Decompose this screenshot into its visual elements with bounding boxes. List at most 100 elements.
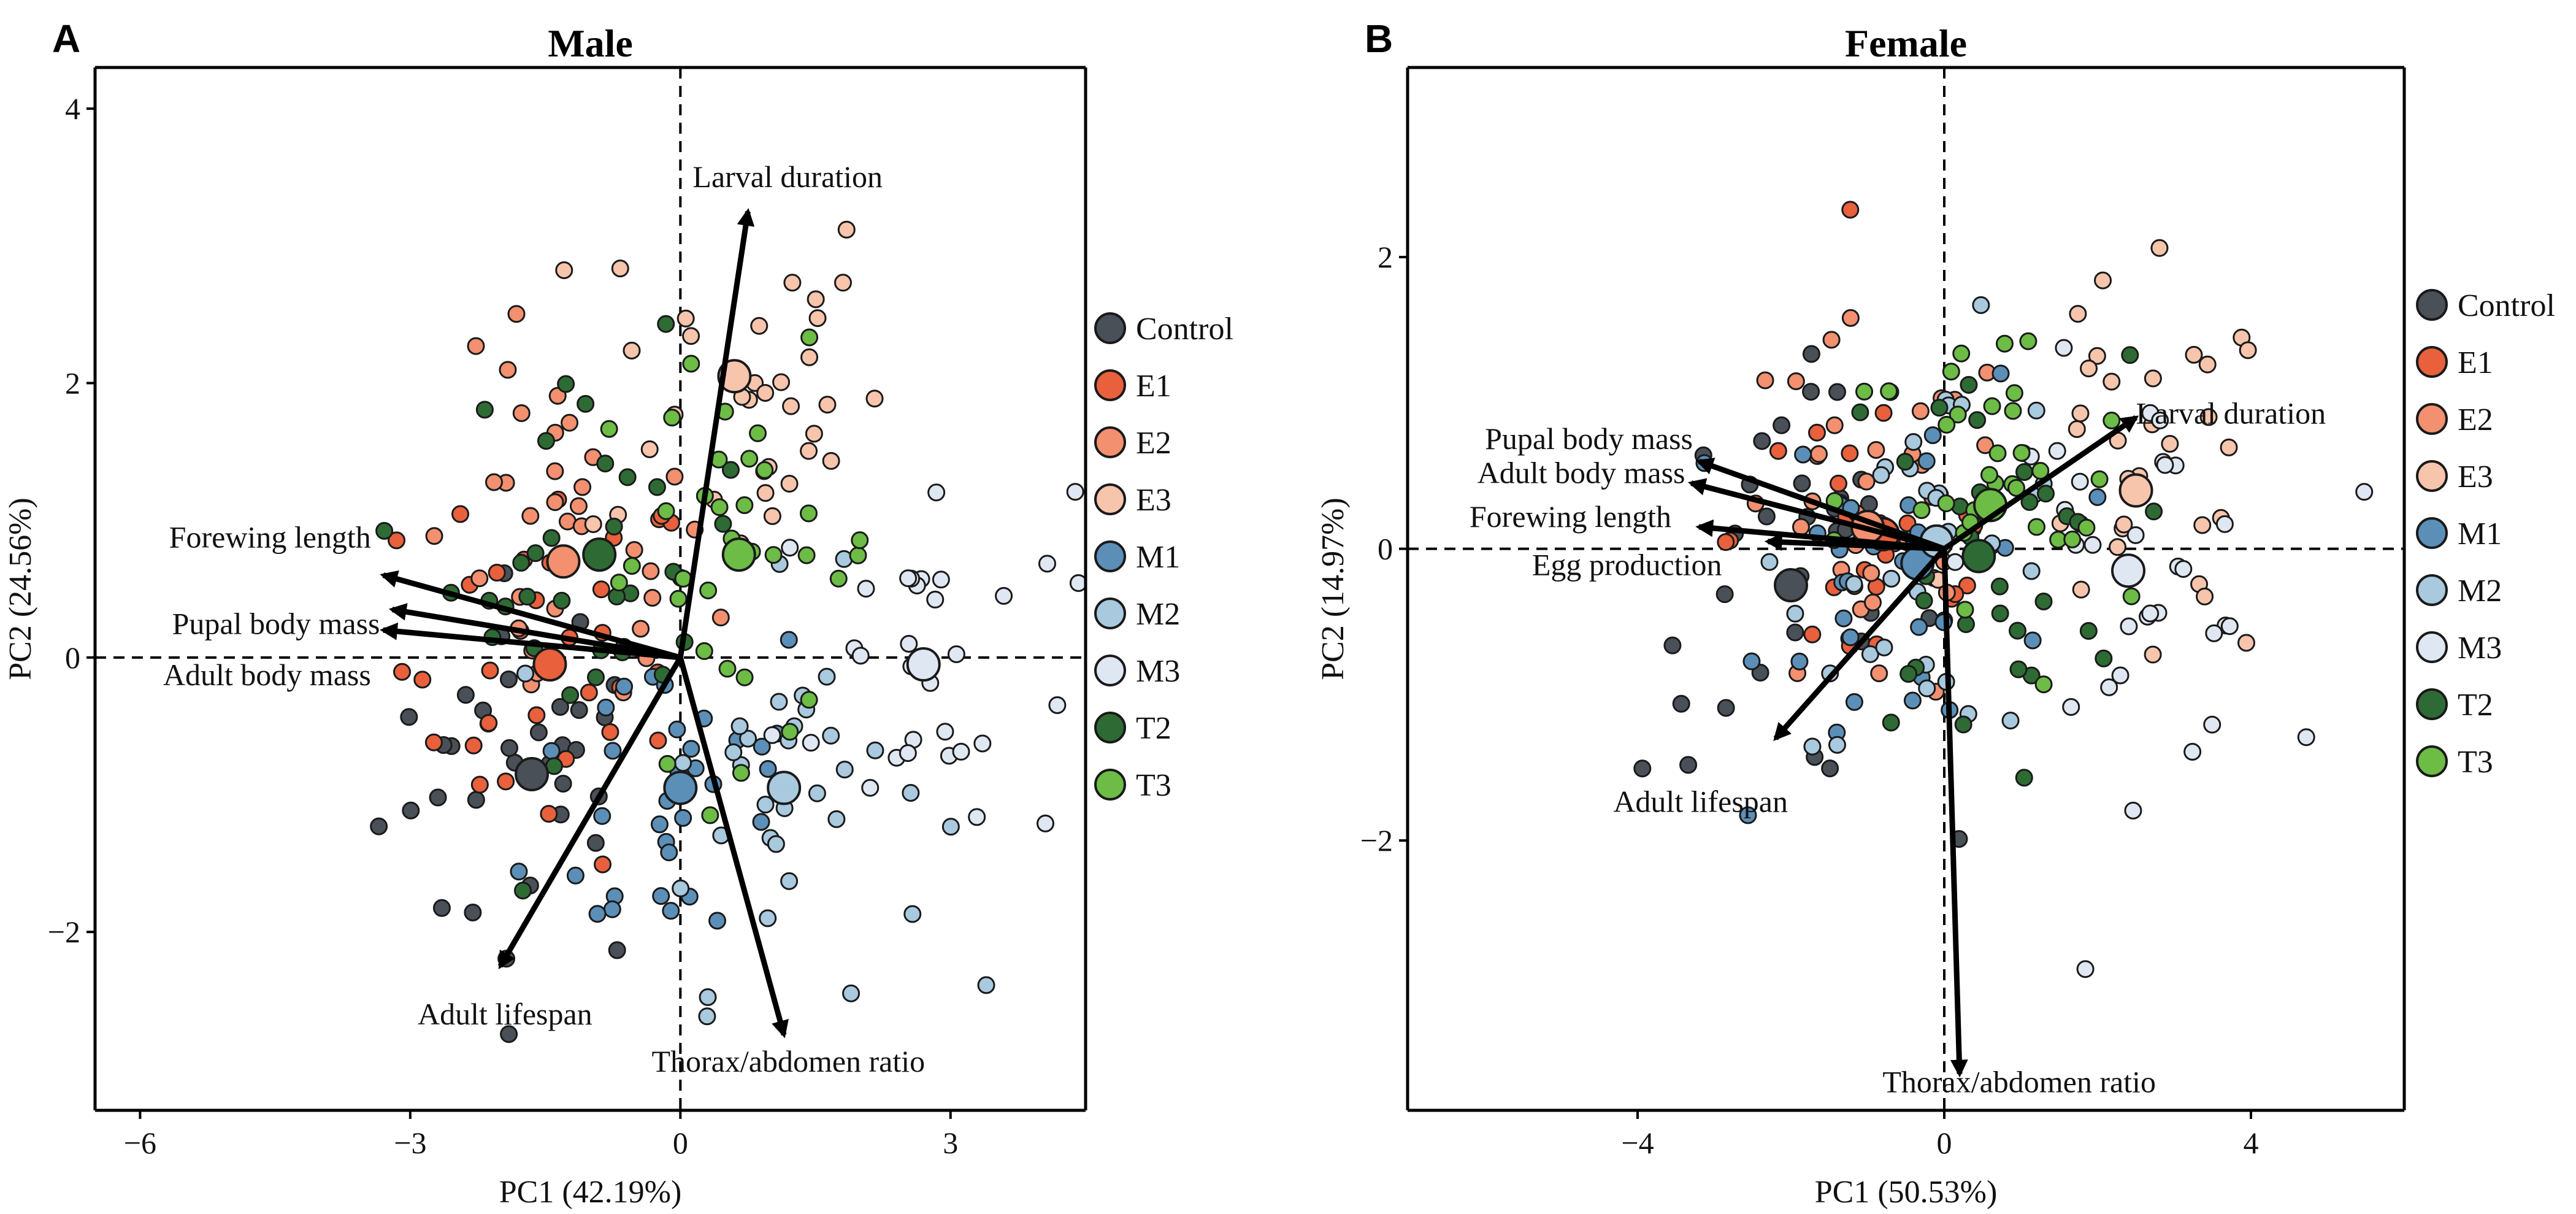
legend-label-e1: E1 bbox=[2458, 345, 2493, 380]
scatter-point-control bbox=[570, 701, 588, 720]
scatter-point-e3 bbox=[2072, 580, 2090, 599]
scatter-point-m3 bbox=[781, 539, 799, 557]
loading-label: Adult body mass bbox=[163, 658, 371, 692]
scatter-point-t3 bbox=[623, 556, 641, 575]
scatter-point-t2 bbox=[657, 315, 675, 333]
scatter-point-t3 bbox=[695, 642, 713, 660]
scatter-point-control bbox=[1715, 585, 1734, 604]
scatter-point-t2 bbox=[596, 455, 615, 473]
scatter-point-m3 bbox=[1066, 483, 1084, 501]
scatter-point-e1 bbox=[594, 855, 612, 874]
legend-label-t3: T3 bbox=[2458, 745, 2493, 780]
scatter-point-m2 bbox=[1904, 433, 1923, 451]
legend-swatch-e3 bbox=[2416, 460, 2448, 492]
legend-label-t2: T2 bbox=[2458, 688, 2493, 723]
scatter-point-e3 bbox=[623, 341, 641, 359]
scatter-point-t3 bbox=[2027, 518, 2045, 536]
scatter-point-m2 bbox=[842, 984, 861, 1002]
scatter-point-e1 bbox=[649, 731, 667, 750]
scatter-point-e2 bbox=[425, 527, 443, 545]
scatter-point-t3 bbox=[799, 504, 818, 523]
scatter-point-e3 bbox=[611, 259, 629, 278]
scatter-point-e2 bbox=[1822, 331, 1841, 349]
scatter-point-t3 bbox=[682, 355, 700, 373]
scatter-point-e3 bbox=[2144, 645, 2162, 664]
legend-label-e3: E3 bbox=[1136, 483, 1171, 518]
scatter-point-e2 bbox=[1870, 664, 1888, 683]
scatter-point-m2 bbox=[1872, 466, 1890, 484]
scatter-point-t2 bbox=[2015, 463, 2034, 482]
centroid-m2 bbox=[767, 770, 802, 805]
scatter-point-m2 bbox=[724, 743, 743, 761]
scatter-point-control bbox=[1802, 383, 1820, 401]
y-tick-label: 0 bbox=[1378, 532, 1393, 566]
scatter-point-control bbox=[551, 697, 569, 716]
scatter-point-m2 bbox=[1786, 604, 1804, 623]
scatter-point-m2 bbox=[767, 835, 785, 853]
scatter-point-e1 bbox=[1830, 474, 1848, 493]
scatter-point-m2 bbox=[1828, 736, 1846, 754]
scatter-point-m3 bbox=[2083, 536, 2102, 554]
scatter-point-control bbox=[1757, 507, 1776, 526]
x-tick-label: 4 bbox=[2244, 1126, 2259, 1160]
scatter-point-control bbox=[1672, 694, 1690, 713]
scatter-point-t2 bbox=[648, 478, 666, 496]
scatter-point-m2 bbox=[780, 872, 799, 890]
scatter-point-m1 bbox=[1790, 652, 1809, 670]
legend-swatch-m1 bbox=[1094, 540, 1126, 572]
scatter-point-m3 bbox=[2215, 515, 2234, 533]
scatter-point-t3 bbox=[2090, 470, 2109, 488]
scatter-point-control bbox=[464, 903, 482, 921]
scatter-point-t2 bbox=[1899, 665, 1918, 683]
scatter-point-control bbox=[1753, 432, 1771, 450]
scatter-point-e1 bbox=[1874, 404, 1893, 422]
scatter-point-m3 bbox=[2220, 617, 2239, 636]
scatter-point-t2 bbox=[714, 515, 732, 533]
scatter-point-t3 bbox=[764, 546, 783, 564]
scatter-point-e1 bbox=[451, 505, 470, 523]
legend-swatch-m3 bbox=[2416, 631, 2448, 663]
scatter-point-m3 bbox=[2111, 666, 2129, 685]
scatter-point-e3 bbox=[2109, 538, 2127, 556]
scatter-point-m3 bbox=[2141, 604, 2160, 623]
scatter-point-e1 bbox=[580, 683, 598, 702]
scatter-point-e3 bbox=[865, 390, 884, 408]
legend-label-m1: M1 bbox=[2458, 517, 2502, 551]
scatter-point-control bbox=[400, 708, 418, 726]
scatter-point-t3 bbox=[1980, 466, 1998, 484]
scatter-point-control bbox=[402, 801, 420, 820]
scatter-point-m2 bbox=[818, 667, 836, 686]
scatter-point-m3 bbox=[2205, 624, 2223, 642]
scatter-point-e3 bbox=[756, 383, 775, 402]
legend-swatch-e2 bbox=[1094, 426, 1126, 458]
scatter-point-t2 bbox=[618, 468, 637, 486]
legend-label-e3: E3 bbox=[2458, 459, 2493, 494]
scatter-point-e2 bbox=[573, 478, 592, 496]
scatter-point-t2 bbox=[557, 375, 575, 393]
scatter-point-e2 bbox=[1810, 445, 1828, 463]
scatter-point-e1 bbox=[1841, 444, 1859, 463]
scatter-point-m1 bbox=[2088, 488, 2107, 506]
scatter-point-m3 bbox=[2151, 411, 2169, 429]
scatter-point-e1 bbox=[540, 805, 558, 823]
loading-arrow-egg-production bbox=[1764, 533, 1945, 552]
scatter-point-m2 bbox=[808, 784, 826, 802]
loading-arrow-pupal-body-mass bbox=[388, 603, 681, 661]
scatter-point-e1 bbox=[470, 775, 489, 794]
scatter-point-m3 bbox=[1036, 814, 1054, 832]
scatter-point-m2 bbox=[902, 783, 920, 802]
scatter-point-e1 bbox=[393, 663, 412, 681]
legend-swatch-m2 bbox=[1094, 597, 1126, 629]
scatter-point-t2 bbox=[2095, 649, 2113, 667]
scatter-point-m1 bbox=[660, 843, 678, 862]
centroid-t2 bbox=[1961, 539, 1996, 574]
scatter-point-m3 bbox=[802, 734, 820, 752]
legend-swatch-e1 bbox=[2416, 346, 2448, 378]
scatter-point-e3 bbox=[822, 451, 840, 470]
scatter-point-m3 bbox=[851, 647, 870, 665]
scatter-point-m3 bbox=[2183, 743, 2202, 761]
scatter-point-t2 bbox=[1968, 411, 1987, 429]
legend-swatch-m2 bbox=[2416, 574, 2448, 606]
scatter-point-m2 bbox=[759, 909, 777, 928]
